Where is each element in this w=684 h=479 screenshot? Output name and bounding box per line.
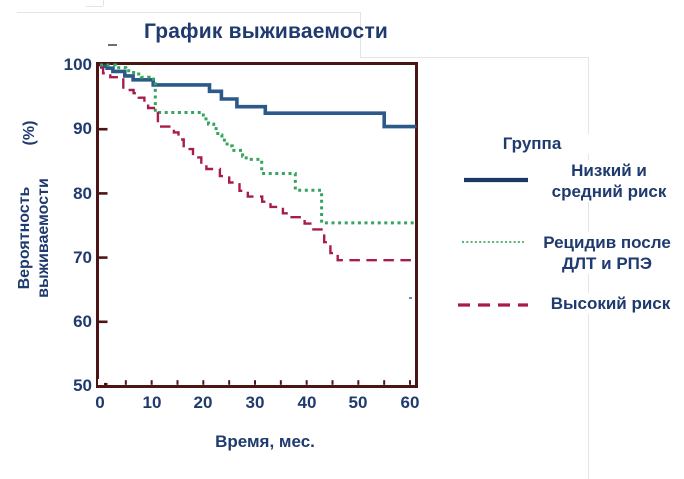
chart-title: График выживаемости — [143, 20, 389, 43]
panel-edge-artifact — [360, 57, 588, 58]
legend-label-high-risk: Высокий риск — [528, 293, 684, 314]
panel-edge-artifact — [103, 0, 104, 6]
panel-edge-artifact — [17, 12, 360, 13]
y-axis-unit-label: (%) — [21, 120, 38, 146]
x-tick-label: 0 — [95, 393, 105, 412]
axis-origin-notch — [98, 379, 104, 385]
legend-label-line: Рецидив после — [543, 233, 671, 252]
plot-frame — [96, 62, 418, 388]
legend-swatch-high-risk — [458, 303, 533, 307]
stray-dash-artifact — [108, 44, 117, 46]
y-tick-label: 80 — [73, 184, 92, 203]
legend-label-line: Низкий и — [571, 161, 647, 180]
x-tick-label: 50 — [348, 393, 368, 412]
legend-label-line: ДЛТ и РПЭ — [562, 254, 652, 273]
panel-edge-artifact — [86, 6, 103, 7]
legend-label-relapse: Рецидив после ДЛТ и РПЭ — [524, 232, 684, 274]
y-tick-label: 100 — [63, 55, 92, 74]
y-tick-label: 90 — [73, 119, 92, 138]
x-axis-title: Время, мес. — [215, 432, 315, 451]
legend-title: Группа — [467, 134, 597, 154]
stray-speck-artifact — [409, 297, 412, 299]
y-tick-label: 50 — [73, 376, 92, 395]
legend-swatch-relapse — [462, 241, 528, 243]
x-tick-label: 30 — [245, 393, 265, 412]
y-axis-title-line1: Вероятность — [16, 186, 33, 290]
y-tick-label: 60 — [73, 312, 92, 331]
legend-label-line: средний риск — [551, 182, 667, 201]
panel-edge-artifact — [360, 12, 361, 57]
y-axis-title: Вероятность выживаемости — [15, 168, 55, 308]
x-tick-label: 40 — [297, 393, 317, 412]
legend-swatch-low-medium-risk — [464, 177, 529, 183]
legend-label-low-medium-risk: Низкий и средний риск — [528, 160, 684, 202]
y-axis-title-line2: выживаемости — [35, 178, 52, 298]
x-tick-label: 60 — [400, 393, 420, 412]
x-tick-label: 10 — [142, 393, 162, 412]
x-tick-label: 20 — [193, 393, 213, 412]
y-tick-label: 70 — [73, 248, 92, 267]
legend-label-line: Высокий риск — [550, 294, 671, 313]
